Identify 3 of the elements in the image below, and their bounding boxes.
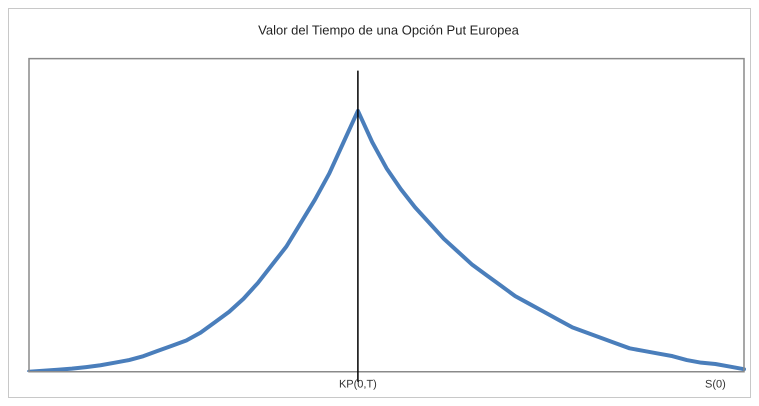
x-tick-label: KP(0,T) (338, 378, 377, 390)
chart-title: Valor del Tiempo de una Opción Put Europea (258, 22, 520, 38)
x-tick-label: S(0) (705, 378, 726, 390)
